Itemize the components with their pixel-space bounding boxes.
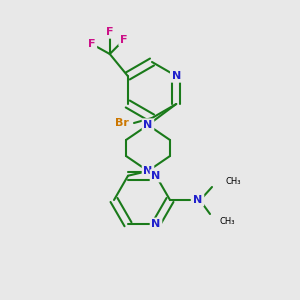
Text: N: N (143, 120, 153, 130)
Text: N: N (194, 195, 202, 205)
Text: F: F (88, 39, 95, 49)
Text: N: N (152, 171, 160, 181)
Text: N: N (172, 71, 181, 81)
Text: N: N (143, 166, 153, 176)
Text: F: F (106, 27, 113, 37)
Text: CH₃: CH₃ (219, 218, 235, 226)
Text: F: F (120, 35, 127, 45)
Text: Br: Br (115, 118, 129, 128)
Text: CH₃: CH₃ (225, 178, 241, 187)
Text: N: N (152, 219, 160, 229)
